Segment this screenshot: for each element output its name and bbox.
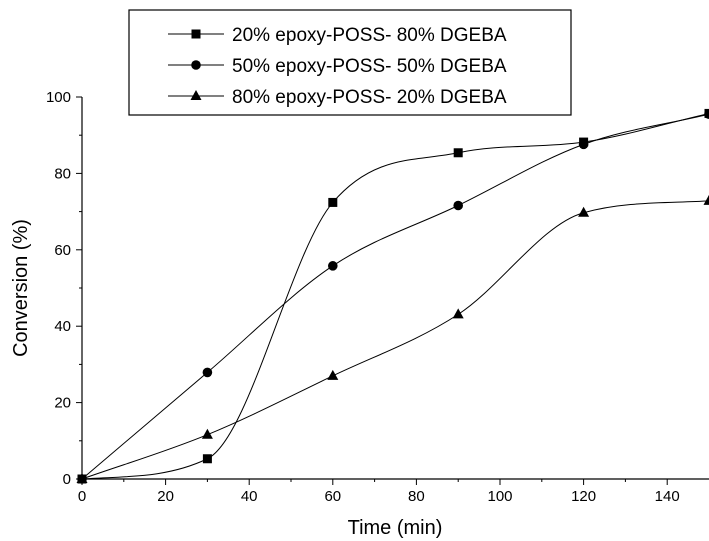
series-line: [81, 200, 709, 480]
legend-box: [128, 9, 572, 116]
data-point-circle: [453, 200, 464, 211]
x-tick-label: 120: [571, 488, 596, 505]
legend-label: 20% epoxy-POSS- 80% DGEBA: [232, 25, 507, 46]
data-point-triangle: [452, 308, 464, 319]
legend-marker-circle: [191, 60, 201, 70]
data-point-triangle: [201, 428, 213, 439]
x-tick-label: 80: [408, 488, 425, 505]
x-tick-label: 60: [324, 488, 341, 505]
data-point-square: [328, 197, 338, 207]
y-tick-label: 100: [46, 89, 71, 106]
data-point-triangle: [703, 194, 709, 205]
legend-marker-square: [191, 29, 201, 39]
series-line: [81, 112, 709, 480]
y-tick-label: 80: [54, 165, 71, 182]
data-point-triangle: [327, 369, 339, 380]
data-point-circle: [704, 109, 709, 119]
data-point-circle: [202, 367, 213, 378]
x-tick-label: 0: [78, 488, 86, 505]
data-point-circle: [328, 261, 338, 271]
legend-label: 50% epoxy-POSS- 50% DGEBA: [232, 56, 507, 77]
legend: 20% epoxy-POSS- 80% DGEBA 50% epoxy-POSS-…: [128, 9, 572, 116]
y-tick-label: 0: [63, 471, 71, 488]
data-point-circle: [578, 139, 589, 150]
x-tick-label: 20: [157, 488, 174, 505]
y-tick-label: 20: [54, 395, 71, 412]
plot-axes: [81, 97, 709, 480]
x-tick-label: 140: [655, 488, 680, 505]
x-tick-label: 100: [487, 488, 512, 505]
legend-marker-triangle: [190, 90, 202, 100]
legend-label: 80% epoxy-POSS- 20% DGEBA: [232, 87, 507, 108]
data-point-square: [453, 148, 463, 158]
y-tick-label: 60: [54, 242, 71, 259]
y-axis-label: Conversion (%): [10, 219, 32, 357]
y-axis-ticks: 0 20 40 60 80 100: [46, 89, 82, 488]
x-axis-label: Time (min): [348, 517, 443, 539]
data-point-triangle: [76, 473, 88, 483]
series-line: [81, 113, 709, 480]
y-tick-label: 40: [54, 318, 71, 335]
data-markers: [76, 108, 709, 484]
fit-curves: [81, 112, 709, 480]
data-point-triangle: [578, 206, 590, 217]
data-point-square: [202, 454, 212, 464]
x-axis-ticks: 0 20 40 60 80 100 120 140: [78, 479, 680, 505]
x-tick-label: 40: [241, 488, 258, 505]
